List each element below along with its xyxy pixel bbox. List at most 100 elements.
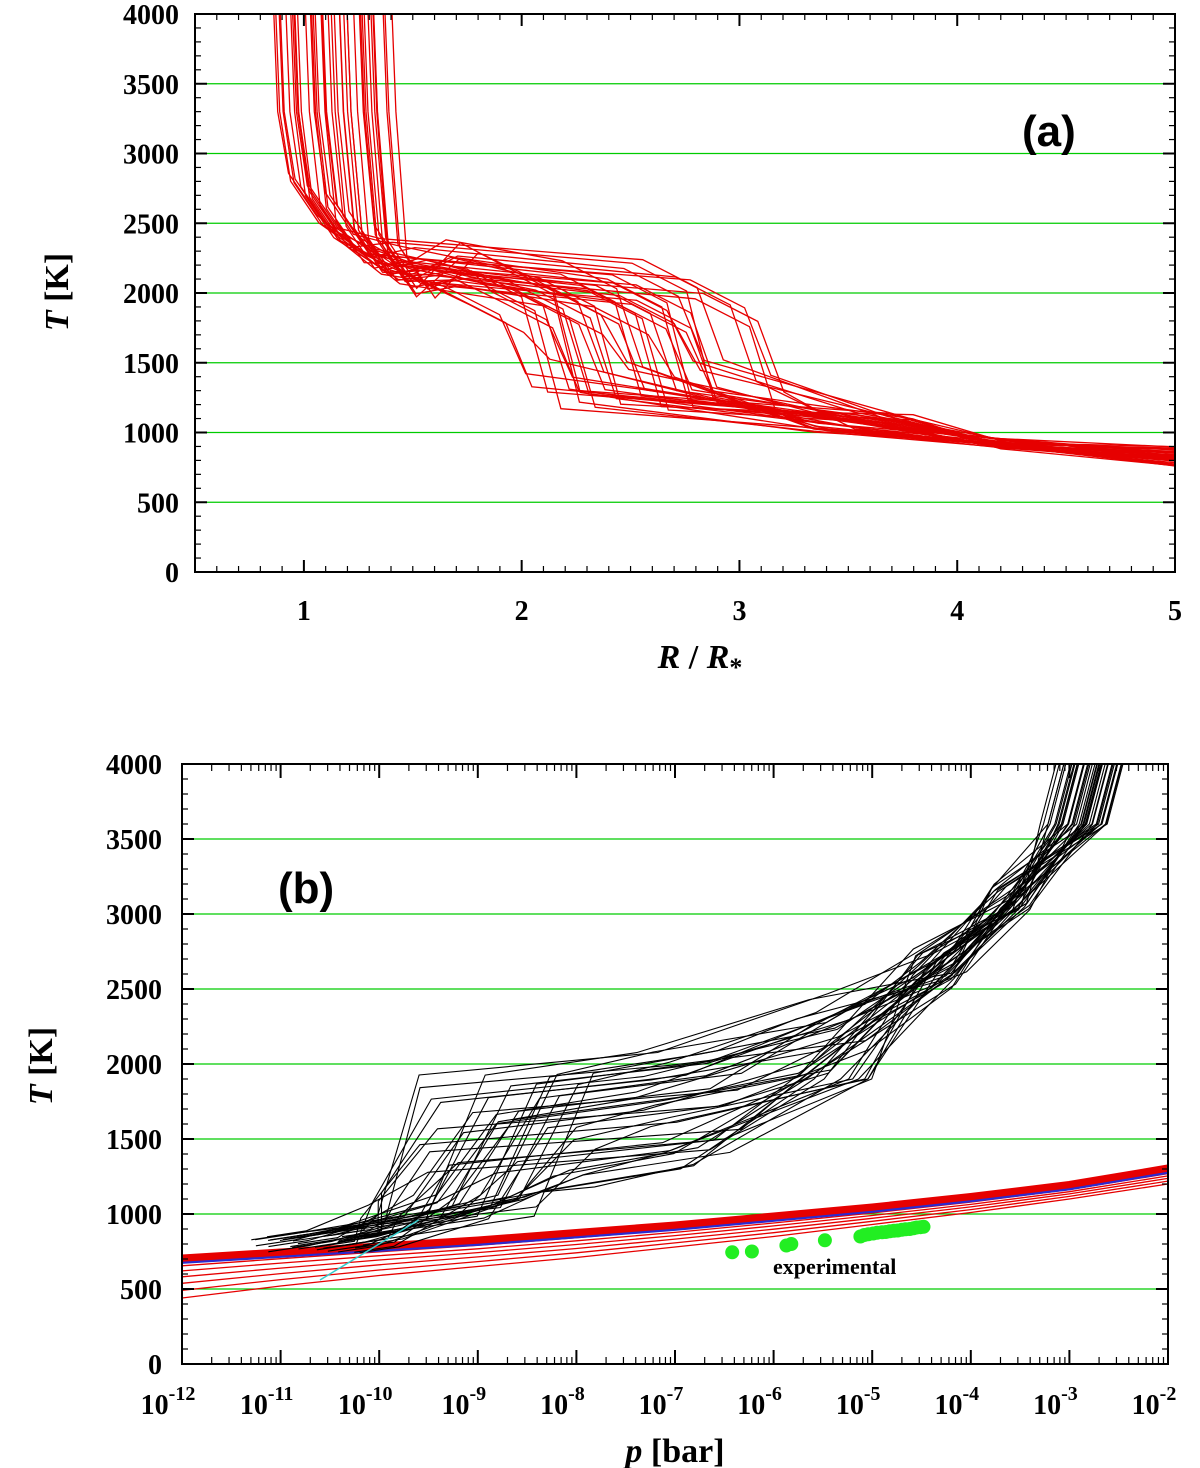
y-axis-title-a: T [K] (39, 253, 76, 331)
profile-line-a (373, 14, 1175, 462)
model-profile-line (337, 764, 1118, 1244)
profile-line-a (275, 14, 1175, 457)
model-profile-line (282, 764, 1079, 1241)
profile-line-a (346, 14, 1175, 456)
model-profile-line (314, 764, 1119, 1248)
profile-line-a (310, 14, 1175, 467)
profile-line-a (290, 14, 1175, 454)
y-tick-label-b: 2500 (106, 975, 162, 1006)
model-profile-line (357, 764, 1100, 1238)
x-tick-label-b: 10-6 (737, 1383, 782, 1421)
y-tick-label-b: 1000 (106, 1200, 162, 1231)
x-axis-title-b: p [bar] (622, 1433, 724, 1468)
ticks-a: 0 500 1000 1500 2000 2500 3000 3500 4000 1 2 3 4 5 (123, 0, 1182, 627)
experimental-point (725, 1245, 740, 1260)
model-profile-line (255, 764, 1085, 1241)
condensation-curve (182, 1175, 1168, 1278)
model-profile-line (323, 764, 1072, 1249)
profile-line-a (296, 14, 1175, 448)
model-profile-line (297, 764, 1090, 1237)
experimental-point (784, 1237, 799, 1251)
x-tick-label-b: 10-12 (141, 1383, 196, 1421)
panel-b: 0 500 1000 1500 2000 2500 3000 3500 4000 10-12 10-… (23, 750, 1176, 1468)
profile-line-a (338, 14, 1175, 461)
model-profile-line (337, 764, 1122, 1243)
model-profile-line (269, 764, 1060, 1241)
model-profile-line (298, 764, 1075, 1250)
model-profile-line (268, 764, 1057, 1241)
y-tick-label-a: 2500 (123, 209, 179, 240)
x-tick-label-b: 10-10 (338, 1383, 393, 1421)
model-profile-line (330, 764, 1080, 1237)
profile-line-a (359, 14, 1175, 461)
profile-line-a (361, 14, 1175, 451)
ticks-b: 0 500 1000 1500 2000 2500 3000 3500 4000 10-12 10-… (106, 750, 1176, 1421)
model-profile-line (359, 764, 1085, 1238)
experimental-point (817, 1233, 832, 1248)
model-profile-line (347, 764, 1076, 1246)
profile-line-a (327, 14, 1175, 456)
profile-line-a (320, 14, 1175, 457)
model-profile-line (364, 764, 1073, 1238)
model-profile-line (289, 764, 1103, 1239)
profile-line-a (294, 14, 1175, 454)
model-profile-line (345, 764, 1109, 1239)
profile-line-a (372, 14, 1175, 465)
profile-line-a (293, 14, 1175, 450)
model-profile-line (251, 764, 1109, 1241)
y-tick-label-b: 1500 (106, 1125, 162, 1156)
model-profile-line (268, 764, 1115, 1253)
model-series-b (251, 764, 1124, 1254)
panel-label-a: (a) (1022, 107, 1076, 156)
condensation-curve (182, 1180, 1168, 1292)
model-profile-line (362, 764, 1123, 1246)
condensation-band (182, 1164, 1168, 1264)
profile-line-a (330, 14, 1175, 459)
condensation-curve (182, 1177, 1168, 1284)
x-tick-label-b: 10-3 (1033, 1383, 1078, 1421)
y-tick-label-a: 0 (165, 558, 179, 589)
model-profile-line (327, 764, 1067, 1252)
profile-line-a (291, 14, 1175, 452)
experimental-annotation: experimental (773, 1254, 896, 1279)
x-tick-label-a: 3 (732, 596, 746, 627)
x-tick-label-b: 10-5 (836, 1383, 881, 1421)
x-axis-title-a: R / R* (657, 639, 743, 682)
x-tick-label-b: 10-2 (1132, 1383, 1177, 1421)
profile-line-a (370, 14, 1175, 466)
profile-line-a (314, 14, 1175, 462)
condensation-curves (182, 1164, 1168, 1299)
profile-line-a (304, 14, 1175, 467)
grid-b (182, 838, 1168, 1290)
y-tick-label-a: 1000 (123, 419, 179, 450)
x-tick-label-b: 10-9 (441, 1383, 486, 1421)
series-a (273, 14, 1175, 467)
profile-line-a (321, 14, 1175, 454)
x-tick-label-b: 10-8 (540, 1383, 585, 1421)
x-tick-label-b: 10-7 (639, 1383, 684, 1421)
profile-line-a (382, 14, 1175, 451)
profile-line-a (384, 14, 1175, 466)
experimental-points (725, 1219, 931, 1260)
model-profile-line (268, 764, 1101, 1248)
model-profile-line (323, 764, 1096, 1237)
profile-line-a (353, 14, 1175, 467)
fit-curve (182, 1171, 1168, 1264)
profile-line-a (367, 14, 1175, 449)
model-profile-line (341, 764, 1104, 1238)
profile-line-a (273, 14, 1175, 457)
profile-line-a (279, 14, 1175, 448)
y-axis-title-b: T [K] (23, 1027, 60, 1105)
x-tick-label-a: 4 (950, 596, 964, 627)
x-tick-label-b: 10-11 (240, 1383, 294, 1421)
profile-line-a (358, 14, 1175, 459)
x-tick-label-a: 5 (1168, 596, 1182, 627)
y-tick-label-a: 2000 (123, 279, 179, 310)
panel-a: 0 500 1000 1500 2000 2500 3000 3500 4000 1 2 3 4 5 (a… (39, 0, 1182, 682)
y-tick-label-b: 500 (120, 1275, 162, 1306)
x-tick-label-a: 1 (297, 596, 311, 627)
profile-line-a (339, 14, 1175, 467)
profile-line-a (312, 14, 1175, 458)
panel-label-b: (b) (278, 864, 334, 913)
